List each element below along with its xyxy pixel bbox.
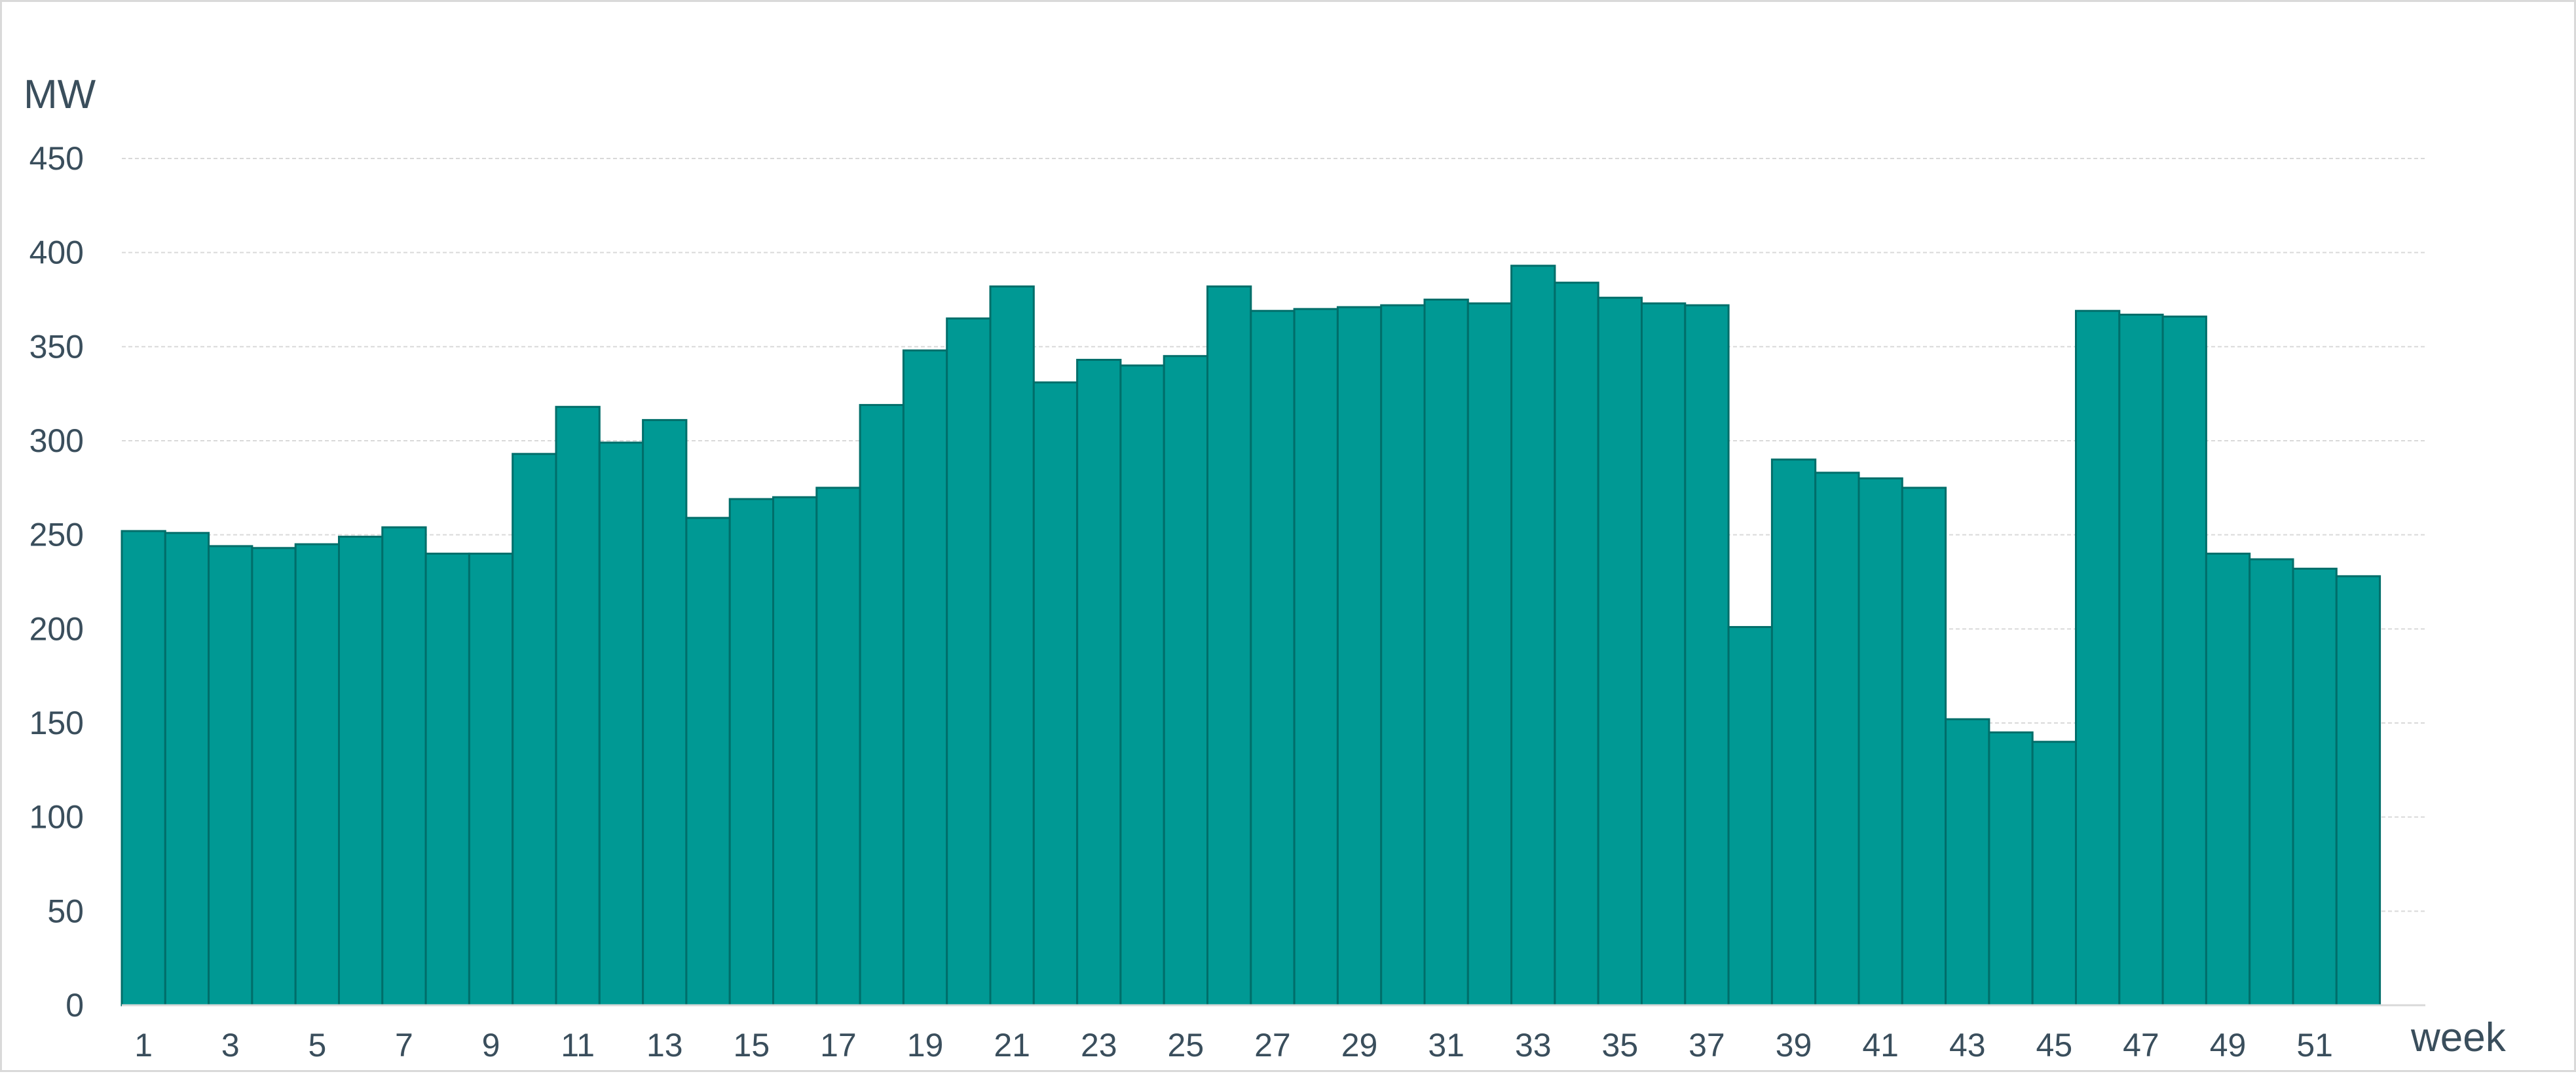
bar-week-46 xyxy=(2075,310,2121,1007)
bar-week-18 xyxy=(859,403,905,1007)
x-tick-label: 47 xyxy=(2123,1027,2159,1064)
bar-week-13 xyxy=(642,418,688,1007)
bar-week-6 xyxy=(338,536,384,1007)
bar-week-10 xyxy=(512,453,557,1007)
y-tick-label: 400 xyxy=(29,234,84,271)
x-tick-label: 29 xyxy=(1341,1027,1378,1064)
bar-week-21 xyxy=(989,285,1035,1007)
bar-week-14 xyxy=(685,517,731,1007)
bar-week-51 xyxy=(2292,567,2338,1007)
x-tick-label: 49 xyxy=(2210,1027,2247,1064)
y-axis-title: MW xyxy=(24,72,96,117)
x-tick-label: 51 xyxy=(2296,1027,2333,1064)
bar-week-9 xyxy=(468,552,514,1007)
bar-week-29 xyxy=(1336,306,1383,1007)
x-tick-label: 31 xyxy=(1428,1027,1465,1064)
bar-week-30 xyxy=(1380,304,1426,1007)
x-tick-label: 3 xyxy=(221,1027,240,1064)
x-tick-label: 39 xyxy=(1776,1027,1812,1064)
x-tick-label: 19 xyxy=(907,1027,944,1064)
bar-week-2 xyxy=(164,532,210,1007)
x-tick-label: 7 xyxy=(395,1027,413,1064)
bar-week-5 xyxy=(294,543,341,1007)
x-tick-label: 13 xyxy=(646,1027,683,1064)
bar-week-43 xyxy=(1945,718,1990,1007)
bar-week-1 xyxy=(121,530,166,1007)
bar-week-31 xyxy=(1423,299,1469,1007)
x-tick-label: 27 xyxy=(1254,1027,1291,1064)
y-tick-label: 450 xyxy=(29,140,84,177)
bar-week-27 xyxy=(1250,310,1296,1007)
x-tick-label: 1 xyxy=(134,1027,153,1064)
bar-week-25 xyxy=(1163,355,1208,1007)
bar-week-45 xyxy=(2031,741,2077,1007)
bar-week-49 xyxy=(2205,552,2251,1007)
y-tick-label: 200 xyxy=(29,610,84,647)
bar-week-52 xyxy=(2335,575,2381,1007)
bar-week-4 xyxy=(251,547,297,1007)
x-tick-label: 17 xyxy=(820,1027,857,1064)
x-tick-label: 9 xyxy=(482,1027,500,1064)
bar-week-41 xyxy=(1857,477,1903,1007)
x-tick-labels: 1 3 5 7 9 11 13 15 17 19 21 23 25 27 29 31 33 35 37 39 41 43 4… xyxy=(134,1027,2333,1064)
bar-week-3 xyxy=(208,545,253,1007)
bar-week-15 xyxy=(728,498,774,1007)
bar-week-34 xyxy=(1554,282,1599,1007)
x-tick-label: 41 xyxy=(1862,1027,1899,1064)
x-tick-label: 21 xyxy=(994,1027,1030,1064)
bar-week-42 xyxy=(1901,487,1947,1007)
y-tick-label: 250 xyxy=(29,517,84,553)
bar-week-47 xyxy=(2118,313,2164,1007)
x-tick-label: 25 xyxy=(1168,1027,1204,1064)
bar-week-23 xyxy=(1076,358,1122,1007)
x-tick-label: 11 xyxy=(561,1027,595,1064)
bar-week-19 xyxy=(902,349,948,1007)
x-tick-label: 5 xyxy=(308,1027,326,1064)
bar-week-33 xyxy=(1510,265,1556,1007)
y-tick-label: 50 xyxy=(47,893,84,929)
bar-week-16 xyxy=(772,496,818,1007)
y-tick-label: 350 xyxy=(29,328,84,365)
x-tick-label: 23 xyxy=(1081,1027,1117,1064)
bar-week-40 xyxy=(1814,472,1860,1007)
bar-week-39 xyxy=(1770,458,1817,1007)
bar-week-20 xyxy=(946,317,992,1007)
x-tick-label: 15 xyxy=(734,1027,770,1064)
x-tick-label: 43 xyxy=(1949,1027,1986,1064)
x-tick-label: 33 xyxy=(1515,1027,1552,1064)
x-tick-label: 37 xyxy=(1689,1027,1725,1064)
bar-week-17 xyxy=(815,487,861,1007)
bar-week-44 xyxy=(1988,731,2034,1007)
y-tick-labels: 0 50 100 150 200 250 300 350 400 450 xyxy=(29,140,84,1024)
bar-week-38 xyxy=(1727,625,1773,1007)
bar-week-35 xyxy=(1597,297,1643,1007)
y-tick-label: 150 xyxy=(29,705,84,741)
bar-week-8 xyxy=(424,552,470,1007)
bar-week-37 xyxy=(1684,304,1730,1007)
x-tick-label: 35 xyxy=(1602,1027,1639,1064)
bar-week-24 xyxy=(1119,364,1165,1007)
bar-week-28 xyxy=(1293,308,1339,1007)
y-tick-label: 300 xyxy=(29,422,84,459)
x-tick-label: 45 xyxy=(2036,1027,2073,1064)
bar-week-32 xyxy=(1466,302,1513,1007)
bar-week-11 xyxy=(555,405,601,1007)
bar-week-26 xyxy=(1206,285,1252,1007)
bar-week-50 xyxy=(2249,558,2294,1007)
bar-week-7 xyxy=(381,526,427,1007)
bars xyxy=(121,265,2381,1007)
bar-week-48 xyxy=(2161,315,2207,1007)
bar-week-22 xyxy=(1032,381,1079,1007)
x-axis-title: week xyxy=(2410,1015,2507,1060)
y-tick-label: 0 xyxy=(65,987,84,1024)
bar-week-36 xyxy=(1641,302,1687,1007)
y-tick-label: 100 xyxy=(29,799,84,836)
bar-week-12 xyxy=(598,441,644,1007)
